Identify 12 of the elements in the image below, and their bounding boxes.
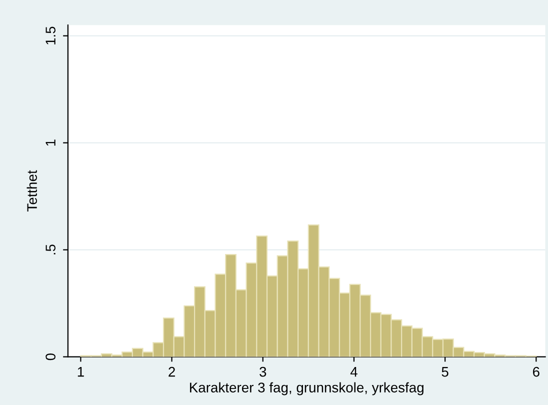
x-tick-label: 4: [350, 367, 358, 377]
x-tick-label: 5: [442, 367, 448, 377]
y-tick-label: 1.5: [46, 26, 56, 44]
x-tick-label: 2: [168, 366, 175, 377]
x-tick-label: 3: [260, 366, 266, 377]
y-axis-title: Tetthet: [26, 170, 37, 212]
x-tick-label: 6: [532, 366, 540, 377]
y-tick-label: .5: [46, 244, 56, 254]
y-tick-label: 1: [46, 140, 56, 146]
x-tick-label: 1: [78, 367, 84, 377]
y-tick-label: 0: [46, 353, 56, 360]
x-axis-title: Karakterer 3 fag, grunnskole, yrkesfag: [190, 382, 424, 396]
